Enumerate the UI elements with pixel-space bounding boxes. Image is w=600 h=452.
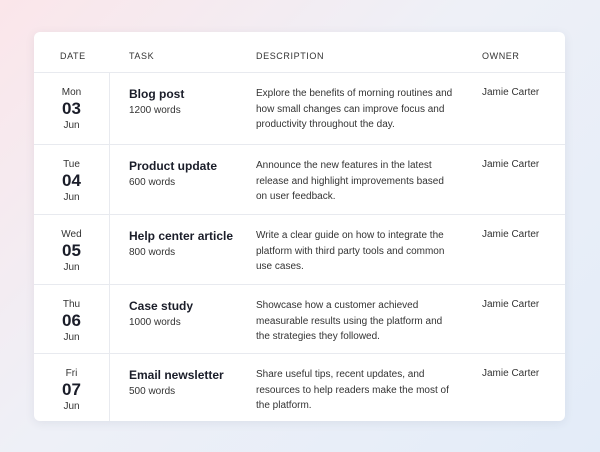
description: Share useful tips, recent updates, and r… xyxy=(256,369,449,411)
day-number: 07 xyxy=(62,380,81,399)
task-title: Case study xyxy=(129,299,194,313)
date-cell: Fri 07 Jun xyxy=(34,353,110,421)
owner: Jamie Carter xyxy=(482,87,540,98)
date-cell: Thu 06 Jun xyxy=(34,284,110,353)
task-length: 1000 words xyxy=(129,317,181,328)
description: Showcase how a customer achieved measura… xyxy=(256,300,443,342)
task-length: 600 words xyxy=(129,177,176,188)
description: Announce the new features in the latest … xyxy=(256,160,444,202)
month: Jun xyxy=(63,332,80,343)
month: Jun xyxy=(63,401,80,412)
task-title: Blog post xyxy=(129,87,185,101)
table-row: Wed 05 Jun Help center article 800 words Writ… xyxy=(34,214,565,285)
table-row: Mon 03 Jun Blog post 1200 words Explore the b… xyxy=(34,72,565,145)
description: Write a clear guide on how to integrate … xyxy=(256,230,445,272)
description: Explore the benefits of morning routines… xyxy=(256,88,453,130)
weekday: Wed xyxy=(61,229,82,240)
task-title: Email newsletter xyxy=(129,368,224,382)
date-cell: Wed 05 Jun xyxy=(34,214,110,284)
weekday: Tue xyxy=(63,159,80,170)
table-row: Tue 04 Jun Product update 600 words Announce … xyxy=(34,144,565,215)
table-row: Fri 07 Jun Email newsletter 500 words Share u… xyxy=(34,353,565,421)
month: Jun xyxy=(63,262,80,273)
header-cell: OWNER xyxy=(482,51,520,61)
owner: Jamie Carter xyxy=(482,229,540,240)
month: Jun xyxy=(63,120,80,131)
table-row: Thu 06 Jun Case study 1000 words Showcase how… xyxy=(34,284,565,354)
task-length: 1200 words xyxy=(129,105,181,116)
weekday: Thu xyxy=(62,299,81,310)
owner: Jamie Carter xyxy=(482,159,540,170)
day-number: 04 xyxy=(62,171,81,190)
date-cell: Tue 04 Jun xyxy=(34,144,110,214)
month: Jun xyxy=(63,192,80,203)
table-card: DATE TASK DESCRIPTION OWNER Mon 03 Jun Blog… xyxy=(34,32,565,421)
weekday: Mon xyxy=(61,87,82,98)
task-length: 500 words xyxy=(129,386,176,397)
day-number: 03 xyxy=(62,99,81,118)
owner: Jamie Carter xyxy=(482,299,540,310)
task-title: Product update xyxy=(129,159,218,173)
header-cell: TASK xyxy=(129,51,155,61)
task-title: Help center article xyxy=(129,229,234,243)
header-cell: DATE xyxy=(60,51,86,61)
task-length: 800 words xyxy=(129,247,176,258)
day-number: 05 xyxy=(62,241,81,260)
date-cell: Mon 03 Jun xyxy=(34,72,110,144)
owner: Jamie Carter xyxy=(482,368,540,379)
weekday: Fri xyxy=(65,368,78,379)
table-header: DATE TASK DESCRIPTION OWNER xyxy=(34,32,565,73)
day-number: 06 xyxy=(62,311,81,330)
header-cell: DESCRIPTION xyxy=(256,51,325,61)
